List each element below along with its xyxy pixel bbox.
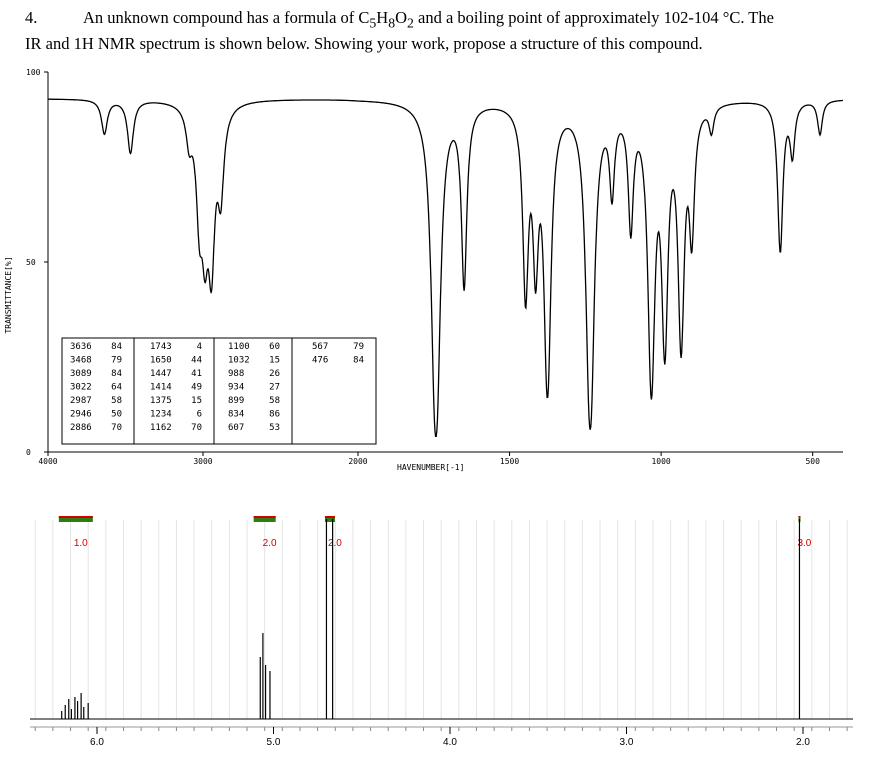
nmr-x-tick-label: 5.0 [267, 737, 281, 748]
peak-wavenumber: 1414 [150, 383, 172, 393]
peak-transmittance: 44 [191, 356, 202, 366]
nmr-spectrum: 6.0 5.0 4.0 3.0 2.0 1.0 2.0 2.0 3.0 [30, 516, 853, 748]
nmr-x-tick-label: 3.0 [620, 737, 634, 748]
ir-x-ticks: 4000 3000 2000 1500 1000 500 [38, 452, 820, 466]
nmr-x-tick-label: 2.0 [796, 737, 810, 748]
peak-wavenumber: 1375 [150, 396, 172, 406]
integration-label: 3.0 [797, 538, 811, 549]
peak-wavenumber: 3022 [70, 383, 92, 393]
integration-bar-top [253, 516, 276, 518]
integration-bar [58, 516, 93, 522]
nmr-x-tick-label: 4.0 [443, 737, 457, 748]
question-text: 4. An unknown compound has a formula of C… [25, 7, 855, 54]
peak-transmittance: 15 [191, 396, 202, 406]
peak-transmittance: 70 [191, 423, 202, 433]
ir-x-axis-label: HAVENUMBER[-1] [397, 463, 464, 472]
peak-wavenumber: 476 [312, 356, 328, 366]
question-number: 4. [25, 8, 38, 27]
ir-x-tick-label: 3000 [193, 457, 212, 466]
integration-bar-top [58, 516, 93, 518]
peak-wavenumber: 1650 [150, 356, 172, 366]
question-line-2: IR and 1H NMR spectrum is shown below. S… [25, 34, 703, 54]
peak-transmittance: 49 [191, 383, 202, 393]
peak-wavenumber: 1032 [228, 356, 250, 366]
ir-x-tick-label: 2000 [348, 457, 367, 466]
peak-transmittance: 15 [269, 356, 280, 366]
integration-bar-top [798, 516, 801, 518]
peak-wavenumber: 567 [312, 342, 328, 352]
peak-table-border [61, 337, 377, 445]
peak-wavenumber: 2946 [70, 410, 92, 420]
peak-transmittance: 64 [111, 383, 122, 393]
peak-transmittance: 6 [197, 410, 202, 420]
integration-bar [253, 516, 276, 522]
integration-label: 2.0 [328, 538, 342, 549]
peak-wavenumber: 1447 [150, 369, 172, 379]
integration-label: 1.0 [74, 538, 88, 549]
ir-spectrum-trace [48, 98, 844, 438]
peak-wavenumber: 3468 [70, 356, 92, 366]
question-line-1: 4. An unknown compound has a formula of C… [25, 7, 855, 33]
peak-wavenumber: 2987 [70, 396, 92, 406]
nmr-grid [34, 520, 848, 731]
peak-transmittance: 41 [191, 369, 202, 379]
peak-wavenumber: 3089 [70, 369, 92, 379]
peak-wavenumber: 1234 [150, 410, 172, 420]
peak-transmittance: 58 [269, 396, 280, 406]
ir-y-tick-label: 50 [26, 258, 36, 267]
peak-transmittance: 70 [111, 423, 122, 433]
nmr-peaks [61, 519, 801, 719]
peak-wavenumber: 1743 [150, 342, 172, 352]
ir-x-tick-label: 1000 [651, 457, 670, 466]
nmr-integrations: 1.0 2.0 2.0 3.0 [58, 516, 812, 549]
ir-y-tick-label: 0 [26, 448, 31, 457]
peak-transmittance: 79 [353, 342, 364, 352]
peak-wavenumber: 834 [228, 410, 244, 420]
peak-transmittance: 53 [269, 423, 280, 433]
peak-wavenumber: 1162 [150, 423, 172, 433]
peak-wavenumber: 988 [228, 369, 244, 379]
peak-transmittance: 60 [269, 342, 280, 352]
nmr-x-ticks: 6.0 5.0 4.0 3.0 2.0 [90, 727, 810, 748]
ir-x-tick-label: 4000 [38, 457, 57, 466]
peak-wavenumber: 934 [228, 383, 244, 393]
question-line-1-text: An unknown compound has a formula of C5H… [83, 8, 774, 31]
peak-wavenumber: 899 [228, 396, 244, 406]
peak-wavenumber: 607 [228, 423, 244, 433]
peak-wavenumber: 3636 [70, 342, 92, 352]
ir-y-tick-label: 100 [26, 68, 41, 77]
ir-x-tick-label: 1500 [500, 457, 519, 466]
ir-y-axis-label: TRANSMITTANCE[%] [4, 256, 13, 333]
integration-label: 2.0 [263, 538, 277, 549]
peak-transmittance: 84 [111, 369, 122, 379]
peak-transmittance: 84 [353, 356, 364, 366]
ir-y-ticks: 100 50 0 [26, 68, 48, 457]
peak-transmittance: 27 [269, 383, 280, 393]
peak-transmittance: 79 [111, 356, 122, 366]
peak-transmittance: 86 [269, 410, 280, 420]
peak-transmittance: 84 [111, 342, 122, 352]
nmr-x-tick-label: 6.0 [90, 737, 104, 748]
integration-bar-top [324, 516, 335, 518]
peak-transmittance: 58 [111, 396, 122, 406]
peak-wavenumber: 1100 [228, 342, 250, 352]
peak-transmittance: 4 [197, 342, 202, 352]
integration-bar [324, 516, 335, 522]
peak-transmittance: 50 [111, 410, 122, 420]
peak-wavenumber: 2886 [70, 423, 92, 433]
peak-transmittance: 26 [269, 369, 280, 379]
ir-x-tick-label: 500 [805, 457, 820, 466]
